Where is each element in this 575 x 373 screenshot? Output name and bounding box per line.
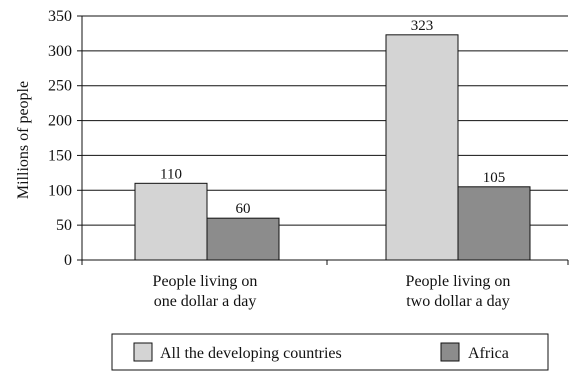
data-label: 110 <box>160 166 182 182</box>
bars <box>134 34 531 261</box>
legend-label-developing-countries: All the developing countries <box>160 345 342 362</box>
legend-swatch-africa <box>440 342 460 362</box>
y-tick-label: 350 <box>48 8 72 25</box>
y-tick-label: 150 <box>48 147 72 164</box>
legend-box <box>111 333 549 371</box>
axes <box>77 15 569 265</box>
y-tick-label: 100 <box>48 182 72 199</box>
labels: 0 50 100 150 200 250 300 350 110 323 60 105 People l… <box>15 8 510 310</box>
legend-label-africa: Africa <box>468 345 509 362</box>
category-label: one dollar a day <box>154 293 257 310</box>
y-tick-label: 300 <box>48 43 72 60</box>
legend: All the developing countries Africa <box>111 333 549 371</box>
data-label: 60 <box>236 201 251 217</box>
bar-developing-countries <box>134 182 208 261</box>
data-label: 105 <box>483 170 506 186</box>
bar-africa <box>206 217 280 261</box>
category-label: People living on <box>153 273 258 290</box>
data-label: 323 <box>411 18 434 34</box>
y-tick-label: 200 <box>48 113 72 130</box>
category-label: two dollar a day <box>406 293 510 310</box>
bar-developing-countries <box>385 34 459 261</box>
y-tick-label: 0 <box>64 252 72 269</box>
bar-africa <box>457 186 531 261</box>
legend-swatch-developing-countries <box>133 342 153 362</box>
y-axis-title: Millions of people <box>15 81 32 199</box>
y-tick-label: 250 <box>48 78 72 95</box>
category-label: People living on <box>406 273 511 290</box>
y-tick-label: 50 <box>56 217 72 234</box>
